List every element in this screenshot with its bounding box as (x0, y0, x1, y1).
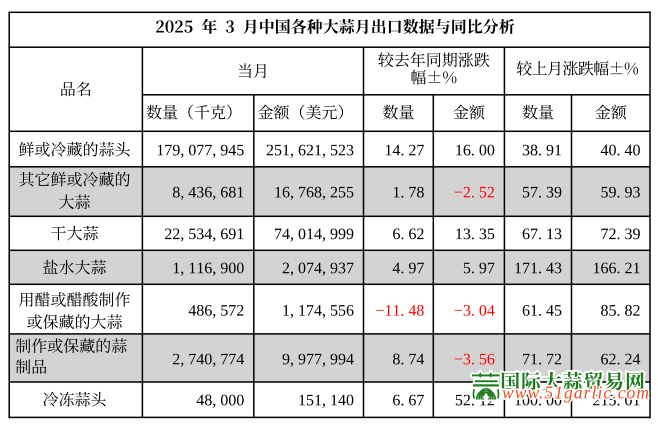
svg-text:www.51garlic.com: www.51garlic.com (502, 382, 649, 402)
